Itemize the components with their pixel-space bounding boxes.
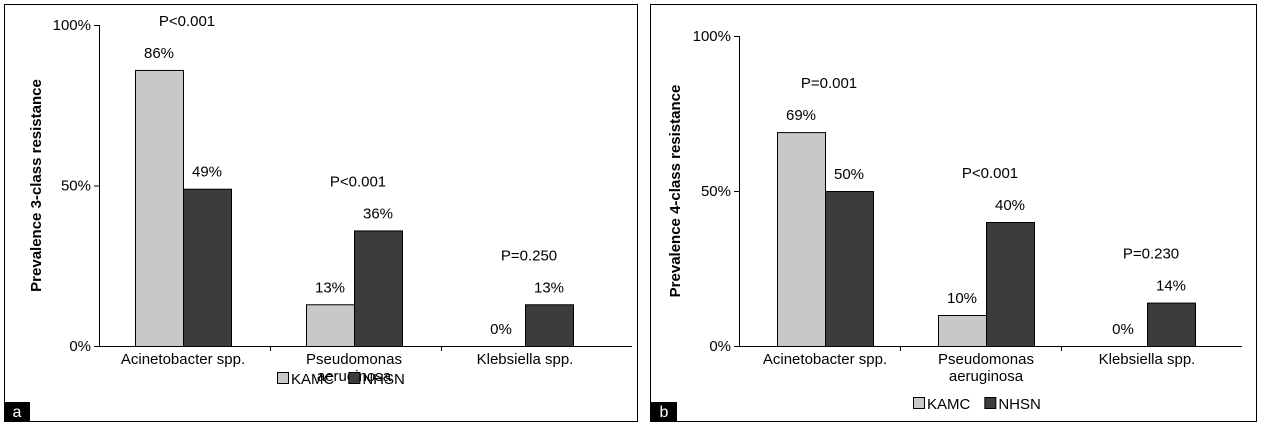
y-tick-label: 100% <box>53 17 91 34</box>
p-value-label: P<0.001 <box>962 165 1018 182</box>
legend-swatch-nhsn <box>348 372 361 384</box>
category-label: Klebsiella spp. <box>1099 351 1196 368</box>
data-label: 13% <box>315 279 345 296</box>
bar-kamc <box>938 315 987 347</box>
legend-swatch-nhsn <box>984 397 997 409</box>
y-tick-label: 50% <box>701 183 731 200</box>
data-label: 13% <box>534 279 564 296</box>
data-label: 69% <box>786 107 816 124</box>
data-label: 0% <box>1112 321 1134 338</box>
panel-tag-label: a <box>13 404 22 421</box>
category-label: Pseudomonas <box>938 351 1034 368</box>
y-tick-label: 50% <box>61 178 91 195</box>
legend-label: NHSN <box>998 396 1041 413</box>
bar-nhsn <box>183 188 232 347</box>
bar-kamc <box>306 304 355 347</box>
legend-label: NHSN <box>362 371 405 388</box>
y-axis-label: Prevalence 4-class resistance <box>667 85 684 298</box>
y-tick-label: 0% <box>69 338 91 355</box>
category-label: Klebsiella spp. <box>477 351 574 368</box>
data-label: 14% <box>1156 278 1186 295</box>
chart-panel-a: 0% 50% 100% Prevalence 3-class resistance Ac… <box>4 4 638 422</box>
legend-swatch-kamc <box>913 397 925 409</box>
p-value-label: P=0.250 <box>501 247 557 264</box>
legend-label: KAMC <box>927 396 971 413</box>
data-label: 0% <box>490 321 512 338</box>
panel-tag-label: b <box>660 404 669 421</box>
legend-label: KAMC <box>291 371 335 388</box>
bar-nhsn <box>354 230 403 347</box>
y-tick-label: 0% <box>709 338 731 355</box>
data-label: 36% <box>363 205 393 222</box>
panel-frame <box>650 4 1257 422</box>
panel-frame <box>4 4 638 422</box>
bar-nhsn <box>825 191 874 347</box>
data-label: 40% <box>995 197 1025 214</box>
p-value-label: P<0.001 <box>159 13 215 30</box>
p-value-label: P=0.001 <box>801 75 857 92</box>
data-label: 50% <box>834 166 864 183</box>
category-label: Pseudomonas <box>306 351 402 368</box>
bar-kamc <box>777 132 826 347</box>
p-value-label: P<0.001 <box>330 173 386 190</box>
bar-nhsn <box>525 304 574 347</box>
panel-tag-box <box>4 402 30 422</box>
data-label: 86% <box>144 45 174 62</box>
data-label: 49% <box>192 164 222 181</box>
y-tick-label: 100% <box>693 28 731 45</box>
bar-nhsn <box>986 222 1035 347</box>
category-label: Acinetobacter spp. <box>763 351 887 368</box>
category-label: Acinetobacter spp. <box>121 351 245 368</box>
legend-swatch-kamc <box>277 372 289 384</box>
bar-nhsn <box>1147 302 1196 348</box>
panel-tag-box <box>651 402 677 422</box>
data-label: 10% <box>947 290 977 307</box>
bar-kamc <box>135 69 184 347</box>
chart-panel-b: 0% 50% 100% Prevalence 4-class resistance Ac… <box>650 4 1257 422</box>
p-value-label: P=0.230 <box>1123 246 1179 263</box>
y-axis-label: Prevalence 3-class resistance <box>28 79 45 292</box>
category-label: aeruginosa <box>949 368 1024 385</box>
